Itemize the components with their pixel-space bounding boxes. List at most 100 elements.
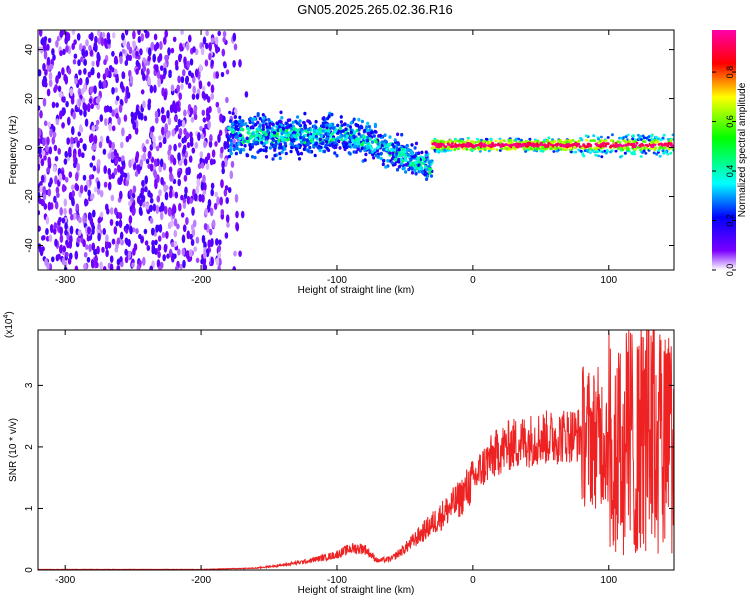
heatmap-cell bbox=[372, 134, 376, 138]
heatmap-cell bbox=[666, 138, 670, 141]
heatmap-cell bbox=[189, 58, 194, 66]
heatmap-cell bbox=[166, 253, 170, 259]
heatmap-cell bbox=[342, 140, 346, 145]
heatmap-cell bbox=[324, 143, 328, 148]
heatmap-cell bbox=[547, 142, 551, 145]
heatmap-cell bbox=[383, 133, 387, 137]
heatmap-cell bbox=[443, 148, 447, 152]
heatmap-cell bbox=[54, 84, 58, 91]
heatmap-cell bbox=[135, 107, 140, 116]
heatmap-cell bbox=[170, 220, 174, 228]
heatmap-cell bbox=[48, 234, 53, 243]
x-tick-label: 100 bbox=[600, 575, 617, 586]
heatmap-cell bbox=[417, 169, 421, 174]
heatmap-cell bbox=[379, 156, 383, 161]
heatmap-cell bbox=[662, 151, 666, 155]
heatmap-cell bbox=[460, 139, 464, 143]
heatmap-cell bbox=[368, 133, 372, 137]
heatmap-cell bbox=[669, 151, 673, 155]
heatmap-cell bbox=[244, 91, 249, 98]
heatmap-cell bbox=[336, 123, 340, 128]
heatmap-cell bbox=[124, 237, 129, 245]
heatmap-cell bbox=[182, 224, 187, 233]
heatmap-cell bbox=[619, 155, 622, 159]
heatmap-cell bbox=[61, 183, 66, 193]
heatmap-cell bbox=[339, 134, 343, 139]
heatmap-cell bbox=[119, 190, 123, 200]
heatmap-cell bbox=[45, 227, 49, 236]
heatmap-cell bbox=[146, 245, 151, 251]
heatmap-cell bbox=[118, 104, 123, 113]
heatmap-cell bbox=[272, 145, 276, 149]
heatmap-cell bbox=[386, 159, 390, 163]
heatmap-cell bbox=[185, 132, 190, 140]
heatmap-cell bbox=[480, 138, 484, 142]
heatmap-cell bbox=[177, 118, 182, 128]
heatmap-cell bbox=[229, 119, 233, 123]
heatmap-cell bbox=[201, 109, 206, 116]
heatmap-cell bbox=[93, 85, 97, 95]
heatmap-cell bbox=[93, 142, 97, 151]
heatmap-cell bbox=[579, 149, 583, 153]
heatmap-cell bbox=[535, 148, 539, 151]
heatmap-cell bbox=[330, 142, 334, 147]
heatmap-cell bbox=[215, 257, 220, 266]
heatmap-cell bbox=[125, 223, 130, 231]
heatmap-cell bbox=[367, 124, 371, 129]
heatmap-cell bbox=[59, 234, 64, 243]
heatmap-cell bbox=[217, 133, 221, 143]
heatmap-cell bbox=[72, 59, 77, 65]
heatmap-cell bbox=[330, 132, 334, 136]
heatmap-cell bbox=[205, 163, 210, 170]
heatmap-cell bbox=[238, 133, 243, 137]
heatmap-cell bbox=[59, 30, 64, 38]
heatmap-cell bbox=[204, 93, 209, 100]
heatmap-cell bbox=[78, 79, 82, 85]
heatmap-cell bbox=[45, 235, 50, 242]
heatmap-cell bbox=[62, 48, 66, 56]
heatmap-cell bbox=[203, 264, 208, 270]
heatmap-cell bbox=[105, 234, 109, 242]
heatmap-cell bbox=[519, 138, 523, 142]
heatmap-cell bbox=[275, 125, 279, 129]
heatmap-cell bbox=[616, 145, 620, 149]
heatmap-cell bbox=[207, 120, 211, 130]
heatmap-cell bbox=[90, 103, 94, 110]
y-tick-label: -20 bbox=[24, 189, 35, 204]
heatmap-cell bbox=[296, 150, 300, 155]
heatmap-cell bbox=[221, 48, 226, 57]
heatmap-cell bbox=[210, 188, 214, 197]
heatmap-cell bbox=[119, 55, 123, 65]
heatmap-cell bbox=[450, 142, 454, 145]
heatmap-cell bbox=[205, 115, 210, 122]
snr-scale-factor: (x104) bbox=[3, 311, 15, 338]
heatmap-cell bbox=[108, 122, 112, 132]
heatmap-cell bbox=[232, 147, 236, 152]
heatmap-cell bbox=[104, 39, 108, 48]
heatmap-cell bbox=[106, 135, 110, 144]
heatmap-cell bbox=[112, 32, 116, 39]
heatmap-cell bbox=[166, 109, 170, 119]
heatmap-cell bbox=[82, 102, 86, 111]
heatmap-cell bbox=[242, 147, 246, 152]
heatmap-cell bbox=[609, 144, 613, 148]
heatmap-cell bbox=[203, 241, 207, 249]
heatmap-cell bbox=[388, 135, 392, 139]
heatmap-cell bbox=[645, 136, 649, 140]
heatmap-cell bbox=[600, 155, 604, 159]
heatmap-cell bbox=[401, 166, 405, 171]
heatmap-cell bbox=[119, 174, 123, 183]
heatmap-cell bbox=[271, 157, 275, 161]
heatmap-cell bbox=[145, 31, 149, 39]
heatmap-cell bbox=[206, 107, 210, 115]
heatmap-cell bbox=[465, 144, 469, 147]
heatmap-cell bbox=[288, 118, 292, 122]
heatmap-cell bbox=[338, 126, 342, 131]
heatmap-cell bbox=[507, 141, 511, 145]
heatmap-cell bbox=[71, 184, 75, 191]
heatmap-cell bbox=[97, 159, 101, 167]
heatmap-cell bbox=[353, 130, 357, 135]
heatmap-cell bbox=[572, 142, 575, 146]
heatmap-cell bbox=[145, 158, 150, 165]
heatmap-cell bbox=[366, 121, 370, 126]
